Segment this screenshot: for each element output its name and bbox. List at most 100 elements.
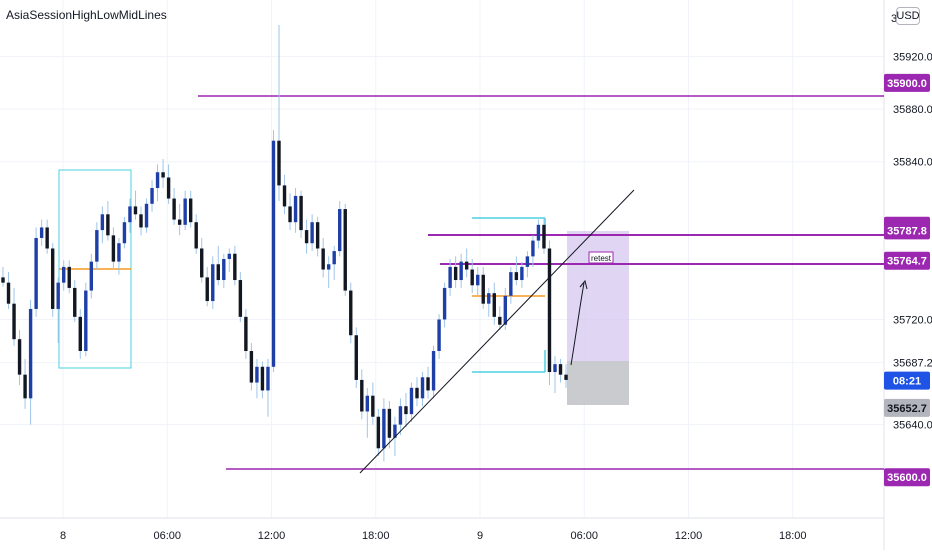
candle[interactable] — [139, 206, 143, 236]
candle[interactable] — [536, 219, 541, 249]
candle[interactable] — [34, 227, 38, 317]
candle[interactable] — [50, 243, 55, 317]
candle[interactable] — [437, 314, 441, 359]
candle[interactable] — [1, 266, 5, 287]
candle[interactable] — [404, 393, 408, 428]
candle[interactable] — [520, 261, 524, 288]
candle[interactable] — [431, 345, 436, 399]
candle[interactable] — [12, 287, 16, 346]
candle[interactable] — [321, 237, 325, 278]
candle[interactable] — [387, 400, 392, 449]
candle[interactable] — [547, 240, 552, 386]
candle[interactable] — [166, 164, 171, 204]
candle[interactable] — [188, 190, 193, 228]
candle[interactable] — [558, 358, 563, 383]
candle[interactable] — [205, 266, 209, 307]
candle[interactable] — [470, 259, 474, 294]
candle[interactable] — [161, 159, 165, 189]
candle[interactable] — [200, 237, 204, 283]
projection-arrow[interactable] — [570, 282, 585, 366]
candle[interactable] — [266, 358, 270, 417]
candle[interactable] — [288, 193, 292, 231]
candle[interactable] — [100, 206, 105, 244]
candle[interactable] — [531, 235, 535, 267]
candle[interactable] — [89, 253, 94, 299]
candle[interactable] — [177, 203, 182, 236]
candle[interactable] — [17, 329, 22, 386]
candle[interactable] — [398, 398, 403, 436]
candle[interactable] — [255, 358, 259, 399]
candle[interactable] — [382, 398, 386, 462]
candle[interactable] — [476, 266, 480, 296]
candle[interactable] — [6, 272, 11, 309]
candle[interactable] — [514, 256, 519, 286]
candle[interactable] — [564, 364, 568, 388]
candle[interactable] — [144, 198, 149, 233]
candle[interactable] — [227, 248, 232, 273]
level-35600-price-label[interactable]: 35600.0 — [884, 468, 930, 487]
candle[interactable] — [56, 277, 60, 344]
candle[interactable] — [459, 253, 463, 288]
candle[interactable] — [376, 408, 381, 457]
candle[interactable] — [117, 237, 121, 275]
candle[interactable] — [304, 219, 309, 254]
candle[interactable] — [211, 256, 215, 309]
candle[interactable] — [67, 260, 71, 294]
candle[interactable] — [310, 214, 314, 252]
candle[interactable] — [481, 266, 485, 309]
level-35787-price-label[interactable]: 35787.8 — [884, 221, 930, 240]
candle[interactable] — [464, 248, 469, 278]
candle[interactable] — [78, 308, 82, 359]
candle[interactable] — [260, 361, 265, 399]
candle[interactable] — [332, 245, 336, 281]
candle[interactable] — [95, 222, 99, 270]
candle[interactable] — [128, 198, 132, 233]
candle[interactable] — [122, 216, 127, 249]
candle[interactable] — [233, 245, 237, 286]
candle[interactable] — [453, 256, 458, 288]
level-35764-price-label[interactable]: 35764.7 — [884, 251, 930, 270]
candle[interactable] — [509, 266, 513, 304]
candle[interactable] — [415, 377, 419, 407]
stop-level-price-label[interactable]: 35652.7 — [884, 398, 930, 417]
candle[interactable] — [487, 287, 491, 317]
candle[interactable] — [371, 382, 375, 425]
candle[interactable] — [106, 201, 110, 241]
candle[interactable] — [172, 188, 176, 225]
candle[interactable] — [349, 282, 353, 344]
candle[interactable] — [23, 358, 27, 409]
candle[interactable] — [293, 188, 298, 233]
candle[interactable] — [343, 203, 347, 296]
price-axis[interactable]: 3 35920.0 35880.0 35840.0 35720.0 35687.2 356… — [891, 13, 932, 432]
candle[interactable] — [133, 190, 138, 220]
candle[interactable] — [525, 251, 530, 278]
candle[interactable] — [84, 282, 88, 357]
candle[interactable] — [409, 382, 414, 422]
candle[interactable] — [194, 214, 198, 254]
candle[interactable] — [338, 201, 342, 257]
level-35900-price-label[interactable]: 35900.0 — [884, 73, 930, 92]
candle[interactable] — [299, 190, 303, 238]
current-time-price-label[interactable]: 08:21 — [884, 371, 930, 390]
candle[interactable] — [420, 372, 425, 407]
candle[interactable] — [39, 219, 44, 246]
indicator-title[interactable]: AsiaSessionHighLowMidLines — [6, 8, 167, 22]
candle[interactable] — [360, 369, 364, 420]
candle[interactable] — [249, 343, 254, 391]
candle[interactable] — [448, 259, 452, 296]
candle[interactable] — [45, 219, 49, 254]
candle[interactable] — [553, 356, 557, 394]
candle[interactable] — [271, 130, 276, 373]
candle[interactable] — [244, 308, 248, 359]
candle[interactable] — [492, 282, 496, 325]
candle[interactable] — [62, 260, 66, 291]
candle[interactable] — [426, 366, 430, 399]
candle[interactable] — [365, 387, 370, 438]
candle[interactable] — [155, 164, 160, 202]
candle[interactable] — [277, 25, 281, 202]
candle[interactable] — [442, 282, 447, 328]
candle[interactable] — [354, 327, 358, 388]
candle[interactable] — [183, 190, 187, 231]
currency-button[interactable]: USD — [896, 7, 920, 25]
